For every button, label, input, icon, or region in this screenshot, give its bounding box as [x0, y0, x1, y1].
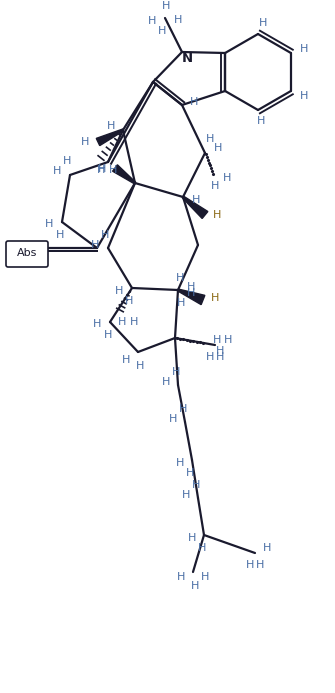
Text: H: H [101, 230, 109, 240]
Text: H: H [162, 1, 170, 11]
Text: H: H [211, 181, 219, 191]
Text: H: H [259, 18, 267, 28]
Text: N: N [182, 53, 193, 66]
Text: H: H [300, 91, 308, 101]
Text: H: H [93, 319, 101, 329]
Text: H: H [192, 195, 200, 205]
Text: H: H [115, 286, 123, 296]
Text: H: H [53, 166, 61, 176]
Text: H: H [192, 480, 200, 490]
Text: H: H [186, 468, 194, 478]
Text: H: H [118, 317, 126, 327]
Text: H: H [97, 165, 105, 175]
Text: H: H [256, 560, 264, 570]
Text: H: H [136, 361, 144, 371]
Text: H: H [191, 581, 199, 591]
Text: H: H [216, 346, 224, 356]
Text: H: H [91, 240, 99, 250]
Text: H: H [213, 210, 221, 220]
Text: H: H [198, 543, 206, 553]
Text: H: H [214, 143, 222, 153]
Text: H: H [187, 282, 195, 292]
Text: H: H [190, 97, 198, 107]
Text: H: H [172, 367, 180, 377]
Text: H: H [162, 377, 170, 387]
Text: H: H [201, 572, 209, 582]
Text: H: H [176, 458, 184, 468]
Text: H: H [182, 490, 190, 500]
Polygon shape [96, 129, 123, 146]
Text: H: H [176, 273, 184, 283]
Text: H: H [257, 116, 265, 126]
Text: H: H [224, 335, 232, 345]
Polygon shape [182, 196, 208, 218]
Text: H: H [188, 533, 196, 543]
Text: H: H [81, 137, 89, 147]
Text: H: H [56, 230, 64, 240]
Text: H: H [63, 156, 71, 166]
FancyBboxPatch shape [6, 241, 48, 267]
Text: H: H [45, 219, 53, 229]
Text: H: H [223, 173, 231, 183]
Text: H: H [125, 296, 133, 306]
Polygon shape [178, 289, 205, 305]
Text: H: H [148, 16, 156, 26]
Text: Abs: Abs [17, 248, 37, 258]
Text: H: H [206, 352, 214, 362]
Text: H: H [216, 352, 224, 362]
Text: H: H [206, 134, 214, 144]
Text: H: H [213, 335, 221, 345]
Text: H: H [130, 317, 138, 327]
Text: H: H [169, 414, 177, 424]
Text: H: H [263, 543, 271, 553]
Text: H: H [187, 288, 195, 298]
Text: H: H [211, 293, 219, 303]
Text: H: H [104, 330, 112, 340]
Text: H: H [179, 404, 187, 414]
Text: H: H [177, 572, 185, 582]
Text: H: H [98, 164, 106, 174]
Text: H: H [158, 26, 166, 36]
Text: H: H [122, 355, 130, 365]
Text: H: H [174, 15, 182, 25]
Text: H: H [177, 298, 185, 308]
Text: H: H [109, 165, 117, 175]
Text: H: H [246, 560, 254, 570]
Text: H: H [300, 44, 308, 54]
Polygon shape [113, 165, 136, 184]
Text: H: H [107, 121, 115, 131]
